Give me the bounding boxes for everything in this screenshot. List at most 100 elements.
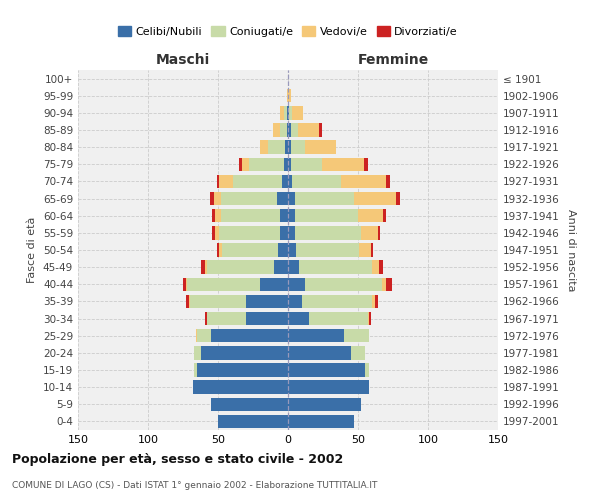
Bar <box>289 106 292 120</box>
Bar <box>196 329 197 342</box>
Bar <box>221 192 277 205</box>
Bar <box>288 106 289 120</box>
Bar <box>351 346 365 360</box>
Bar <box>233 174 283 188</box>
Bar <box>246 294 288 308</box>
Bar <box>214 192 221 205</box>
Bar <box>239 158 242 171</box>
Bar <box>305 140 335 154</box>
Bar <box>285 140 288 154</box>
Bar <box>212 209 215 222</box>
Bar <box>274 260 288 274</box>
Bar <box>277 192 288 205</box>
Bar <box>278 244 288 256</box>
Bar <box>305 278 382 291</box>
Bar <box>295 192 354 205</box>
Bar <box>211 398 288 411</box>
Bar <box>371 244 373 256</box>
Bar <box>188 294 190 308</box>
Bar <box>249 158 284 171</box>
Bar <box>201 260 205 274</box>
Y-axis label: Fasce di età: Fasce di età <box>28 217 37 283</box>
Bar <box>287 124 288 136</box>
Bar <box>287 106 288 120</box>
Bar <box>222 244 278 256</box>
Bar <box>288 124 291 136</box>
Bar <box>280 106 284 120</box>
Bar <box>288 294 302 308</box>
Bar <box>288 209 295 222</box>
Bar <box>291 140 305 154</box>
Bar <box>372 260 379 274</box>
Text: Maschi: Maschi <box>156 52 210 66</box>
Bar <box>211 329 288 342</box>
Bar <box>205 312 207 326</box>
Bar <box>341 174 386 188</box>
Bar <box>295 226 361 239</box>
Bar <box>288 260 299 274</box>
Bar <box>288 174 292 188</box>
Bar <box>207 312 246 326</box>
Bar <box>186 294 188 308</box>
Bar <box>207 260 274 274</box>
Bar <box>288 140 291 154</box>
Bar <box>215 226 220 239</box>
Bar <box>382 278 386 291</box>
Bar <box>280 124 287 136</box>
Bar <box>280 226 288 239</box>
Bar <box>296 244 359 256</box>
Bar <box>288 329 344 342</box>
Bar <box>186 278 187 291</box>
Bar <box>221 209 280 222</box>
Bar <box>194 364 197 376</box>
Bar <box>368 312 369 326</box>
Bar <box>215 209 221 222</box>
Bar <box>291 158 322 171</box>
Bar <box>246 312 288 326</box>
Bar <box>386 278 392 291</box>
Bar <box>193 380 288 394</box>
Bar <box>284 106 287 120</box>
Bar <box>344 329 369 342</box>
Bar <box>292 174 341 188</box>
Bar <box>218 414 288 428</box>
Bar <box>284 158 288 171</box>
Bar <box>260 140 268 154</box>
Bar <box>288 398 361 411</box>
Bar <box>364 158 368 171</box>
Bar <box>359 244 371 256</box>
Bar <box>287 89 288 102</box>
Bar <box>209 192 214 205</box>
Bar <box>386 174 390 188</box>
Bar <box>354 192 396 205</box>
Bar <box>288 226 295 239</box>
Bar <box>309 312 368 326</box>
Bar <box>280 209 288 222</box>
Bar <box>197 329 211 342</box>
Bar <box>383 209 386 222</box>
Bar <box>288 364 365 376</box>
Bar <box>283 174 288 188</box>
Bar <box>220 244 222 256</box>
Bar <box>242 158 249 171</box>
Bar <box>288 158 291 171</box>
Bar <box>302 294 372 308</box>
Bar <box>212 226 215 239</box>
Bar <box>187 278 260 291</box>
Bar <box>295 209 358 222</box>
Text: Popolazione per età, sesso e stato civile - 2002: Popolazione per età, sesso e stato civil… <box>12 452 343 466</box>
Bar <box>260 278 288 291</box>
Bar <box>205 260 207 274</box>
Bar <box>288 192 295 205</box>
Bar <box>322 158 364 171</box>
Bar <box>288 380 369 394</box>
Bar <box>272 124 280 136</box>
Bar <box>292 106 304 120</box>
Bar <box>319 124 322 136</box>
Bar <box>361 226 377 239</box>
Y-axis label: Anni di nascita: Anni di nascita <box>566 209 576 291</box>
Text: Femmine: Femmine <box>358 52 428 66</box>
Bar <box>288 278 305 291</box>
Bar <box>288 312 309 326</box>
Bar <box>268 140 285 154</box>
